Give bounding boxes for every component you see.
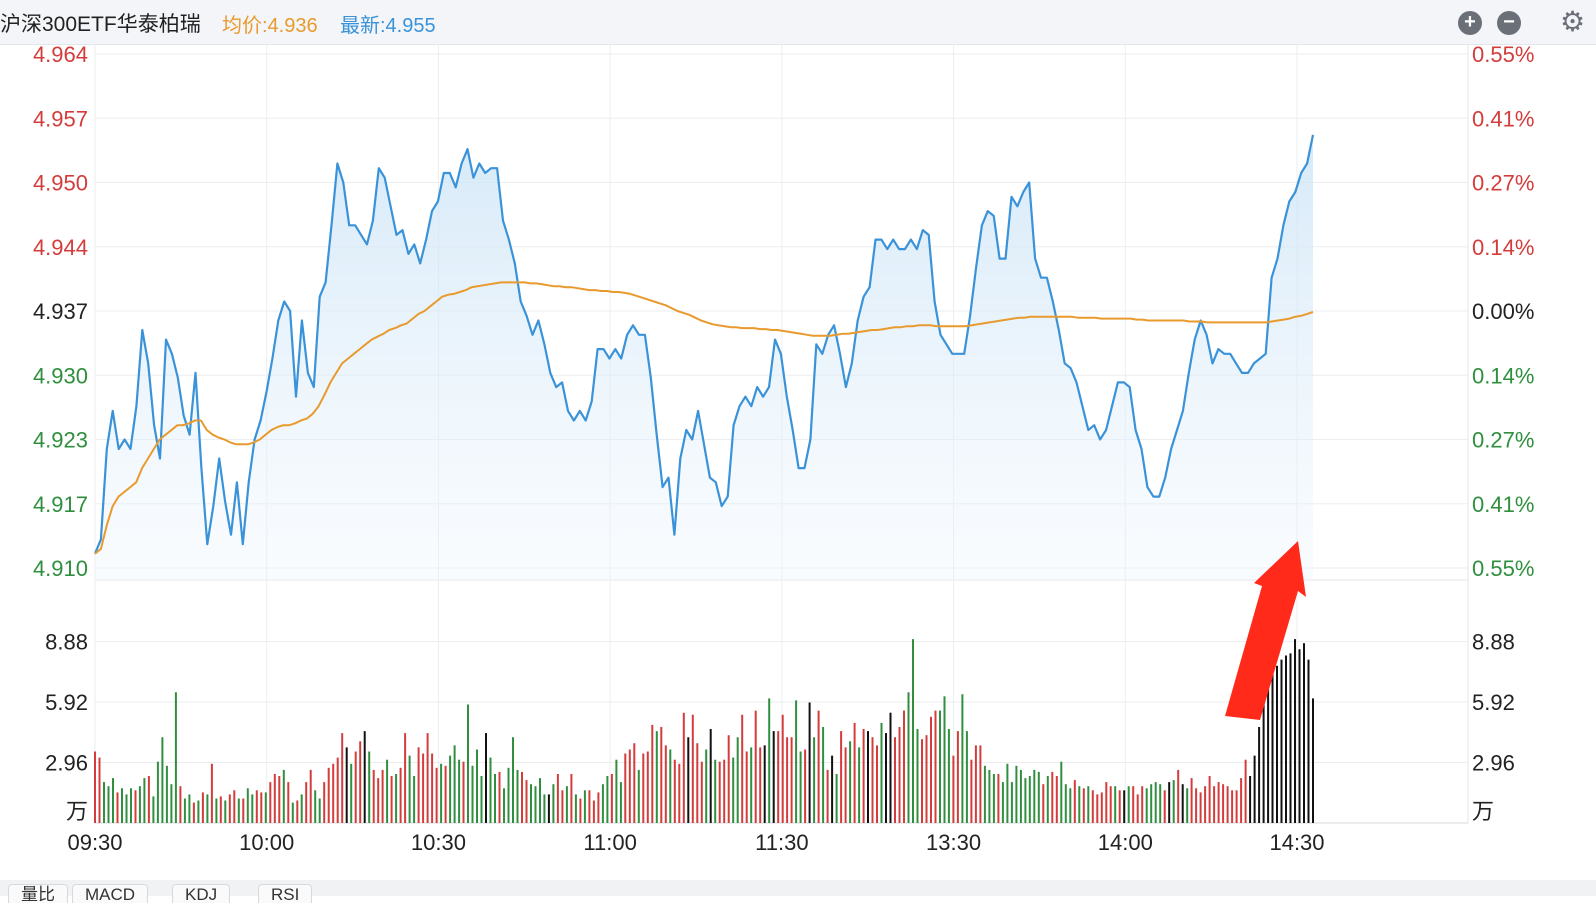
price-tick-label: 4.910 <box>33 556 88 581</box>
volume-unit-label: 万 <box>1472 799 1494 824</box>
volume-tick-label: 2.96 <box>45 751 88 776</box>
volume-unit-label: 万 <box>66 799 88 824</box>
zoom-in-button[interactable]: + <box>1458 11 1482 35</box>
price-tick-label: 4.957 <box>33 106 88 131</box>
price-tick-label: 4.964 <box>33 42 88 67</box>
annotation-arrow <box>1225 541 1306 720</box>
time-tick-label: 13:30 <box>926 830 981 855</box>
volume-tick-label: 2.96 <box>1472 751 1515 776</box>
change-tick-label: 0.41% <box>1472 492 1534 517</box>
volume-tick-label: 8.88 <box>1472 630 1515 655</box>
change-tick-label: 0.27% <box>1472 428 1534 453</box>
gear-icon: ⚙ <box>1560 6 1586 37</box>
tab-kdj[interactable]: KDJ <box>172 884 231 904</box>
change-tick-label: 0.27% <box>1472 171 1534 196</box>
price-tick-label: 4.917 <box>33 492 88 517</box>
volume-tick-label: 8.88 <box>45 630 88 655</box>
time-tick-label: 14:00 <box>1098 830 1153 855</box>
average-price-label: 均价:4.936 <box>222 15 318 37</box>
time-tick-label: 10:00 <box>239 830 294 855</box>
time-tick-label: 09:30 <box>67 830 122 855</box>
time-tick-label: 11:00 <box>583 830 636 855</box>
left-axis-labels: 4.964 4.957 4.950 4.944 4.937 4.930 4.923 4.917… <box>33 42 88 581</box>
time-tick-label: 14:30 <box>1269 830 1324 855</box>
time-tick-label: 11:30 <box>755 830 808 855</box>
security-name: 沪深300ETF华泰柏瑞 <box>0 13 201 36</box>
price-area-fill <box>95 134 1313 580</box>
price-line <box>93 134 1315 555</box>
plus-icon: + <box>1464 11 1476 33</box>
change-tick-label: 0.14% <box>1472 363 1534 388</box>
change-tick-label: 0.14% <box>1472 235 1534 260</box>
tab-volume-ratio[interactable]: 量比 <box>8 884 68 904</box>
change-tick-label: 0.00% <box>1472 299 1534 324</box>
change-tick-label: 0.55% <box>1472 42 1534 67</box>
volume-tick-label: 5.92 <box>1472 690 1515 715</box>
time-tick-label: 10:30 <box>411 830 466 855</box>
chart-header: 沪深300ETF华泰柏瑞 均价:4.936 最新:4.955 + − ⚙ <box>0 0 1596 45</box>
intraday-chart: 4.964 4.957 4.950 4.944 4.937 4.930 4.923 4.917… <box>33 42 1534 855</box>
zoom-out-button[interactable]: − <box>1497 11 1521 35</box>
price-lines <box>93 134 1315 555</box>
volume-axis-labels: 8.88 8.88 5.92 5.92 2.96 2.96 万 万 <box>45 630 1515 824</box>
price-area <box>95 134 1313 580</box>
last-price-label: 最新:4.955 <box>340 15 436 37</box>
tab-macd[interactable]: MACD <box>72 884 149 904</box>
right-axis-labels: 0.55% 0.41% 0.27% 0.14% 0.00% 0.14% 0.27% 0.41%… <box>1472 42 1534 581</box>
price-tick-label: 4.950 <box>33 171 88 196</box>
price-tick-label: 4.944 <box>33 235 88 260</box>
indicator-tabs-bar <box>0 880 1596 896</box>
price-tick-label: 4.937 <box>33 299 88 324</box>
volume-bars <box>94 639 1314 823</box>
change-tick-label: 0.55% <box>1472 556 1534 581</box>
tab-rsi[interactable]: RSI <box>258 884 313 904</box>
minus-icon: − <box>1503 11 1515 33</box>
change-tick-label: 0.41% <box>1472 106 1534 131</box>
average-line <box>94 281 1314 555</box>
settings-button[interactable]: ⚙ <box>1560 8 1585 36</box>
price-tick-label: 4.923 <box>33 428 88 453</box>
time-axis-labels: 09:30 10:00 10:30 11:00 11:30 13:30 14:00 14:30 <box>67 830 1324 855</box>
volume-tick-label: 5.92 <box>45 690 88 715</box>
price-tick-label: 4.930 <box>33 363 88 388</box>
